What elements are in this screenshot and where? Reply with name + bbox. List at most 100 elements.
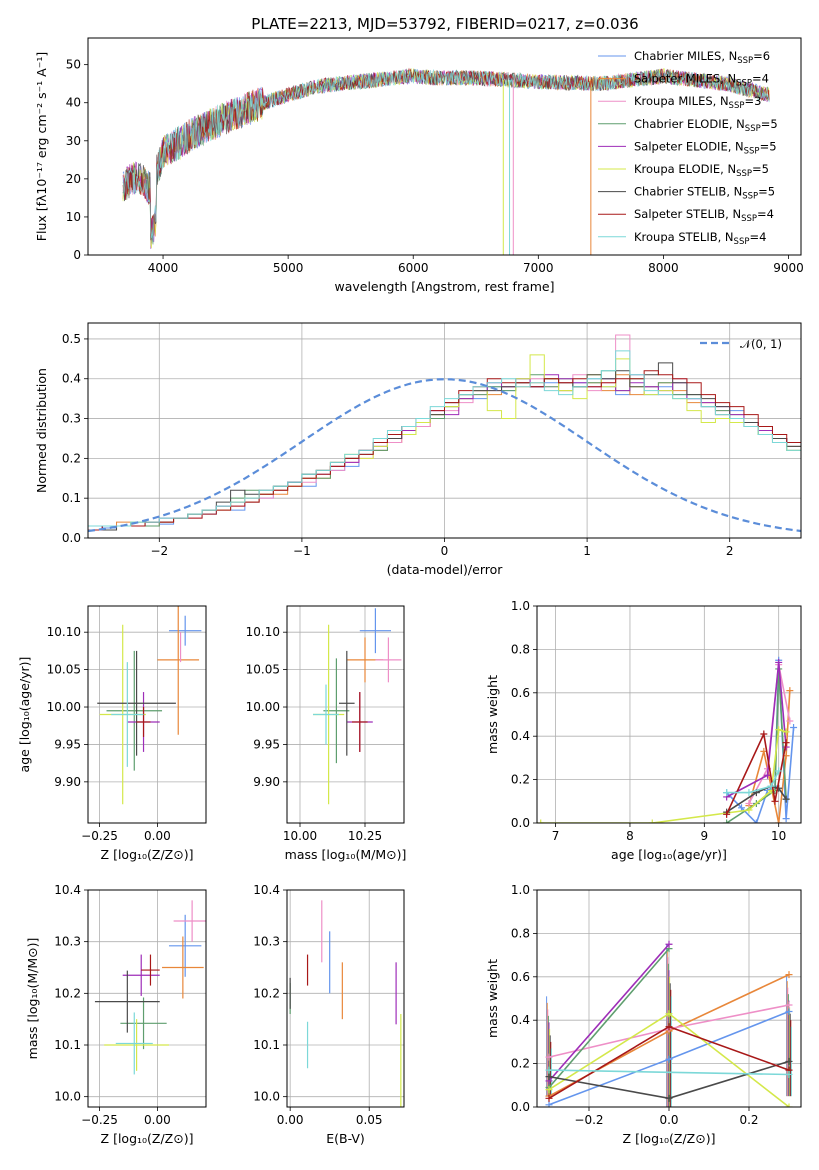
- legend-label: Chabrier ELODIE, NSSP=5: [634, 117, 778, 134]
- histogram-step: [88, 374, 801, 538]
- x-tick-label: −2: [150, 544, 168, 558]
- histogram-step: [88, 370, 801, 538]
- x-axis-label: E(B-V): [326, 1131, 365, 1146]
- x-tick-label: −0.2: [574, 1113, 603, 1127]
- x-tick-label: 5000: [273, 261, 304, 275]
- weight-line: [726, 662, 787, 798]
- weight-marker: [790, 724, 798, 732]
- normal-curve: [88, 378, 801, 533]
- legend-label: Salpeter MILES, NSSP=4: [634, 72, 769, 89]
- x-axis-label: Z [log₁₀(Z/Z⊙)]: [623, 1131, 716, 1146]
- weight-marker: [745, 806, 753, 814]
- y-tick-label: 0.1: [62, 491, 81, 505]
- x-tick-label: 0.00: [144, 1113, 171, 1127]
- weight-marker: [745, 789, 753, 797]
- legend-subscript: SSP: [737, 56, 753, 66]
- weight-marker: [771, 797, 779, 805]
- y-tick-label: 9.90: [54, 775, 81, 789]
- y-tick-label: 9.95: [253, 737, 280, 751]
- legend-label: Kroupa ELODIE, NSSP=5: [634, 162, 769, 179]
- y-tick-label: 10.3: [54, 935, 81, 949]
- y-tick-label: 10: [66, 210, 81, 224]
- weight-marker: [745, 799, 753, 807]
- weight-marker: [775, 767, 783, 775]
- weight-marker: [782, 815, 790, 823]
- weight-marker: [665, 940, 673, 948]
- weight-marker: [545, 1094, 553, 1102]
- age-vs-mass-panel: 10.00 10.25 9.90 9.95 10.00 10.05 10.10 mass [l…: [246, 605, 406, 862]
- weight-line: [548, 943, 670, 1082]
- weight-marker: [786, 717, 794, 725]
- weight-line: [748, 690, 791, 823]
- weight-marker: [537, 819, 545, 823]
- weight-marker: [665, 1010, 673, 1018]
- x-tick-label: 8000: [648, 261, 679, 275]
- histogram-step: [88, 350, 801, 538]
- x-axis-label: wavelength [Angstrom, rest frame]: [334, 279, 554, 294]
- weight-marker: [760, 730, 768, 738]
- y-tick-label: 30: [66, 134, 81, 148]
- y-tick-label: 10.4: [54, 883, 81, 897]
- y-tick-label: 10.00: [47, 700, 81, 714]
- legend-tail: =4: [757, 207, 774, 221]
- spectrum-panel: 4000 5000 6000 7000 8000 9000 0 10 20 30 40 50 wavel…: [34, 37, 804, 294]
- histogram-step: [88, 374, 801, 538]
- weight-marker: [785, 971, 793, 979]
- x-tick-label: 7: [552, 829, 560, 843]
- y-tick-label: 0: [73, 248, 81, 262]
- legend-label: Salpeter STELIB, NSSP=4: [634, 207, 774, 224]
- weight-marker: [785, 1070, 793, 1078]
- y-tick-label: 9.95: [54, 737, 81, 751]
- plot-area: [122, 67, 770, 255]
- y-tick-label: 10.1: [54, 1038, 81, 1052]
- weight-marker: [723, 810, 731, 818]
- y-tick-label: 10.1: [253, 1038, 280, 1052]
- y-axis-label: age [log₁₀(age/yr)]: [17, 657, 32, 773]
- legend-label: Salpeter ELODIE, NSSP=5: [634, 139, 777, 156]
- axes-frame: [286, 605, 405, 824]
- plot-area: [537, 656, 798, 823]
- y-tick-label: 0.0: [511, 1100, 530, 1114]
- y-tick-label: 0.8: [511, 926, 530, 940]
- x-tick-label: −0.25: [81, 1113, 118, 1127]
- weight-line: [725, 731, 787, 815]
- axes-frame: [536, 605, 802, 824]
- legend-tail: =4: [752, 72, 769, 86]
- weight-marker: [782, 795, 790, 803]
- legend-subscript: SSP: [741, 214, 757, 224]
- y-tick-label: 40: [66, 96, 81, 110]
- legend-tail: =3: [744, 94, 761, 108]
- weight-marker: [785, 1001, 793, 1009]
- x-tick-label: 7000: [523, 261, 554, 275]
- y-tick-label: 1.0: [511, 599, 530, 613]
- y-tick-label: 0.2: [62, 451, 81, 465]
- x-tick-label: 2: [726, 544, 734, 558]
- x-tick-label: 0.2: [739, 1113, 758, 1127]
- x-tick-label: 10: [771, 829, 786, 843]
- y-tick-label: 0.4: [511, 1013, 530, 1027]
- weight-marker: [785, 1057, 793, 1065]
- axes-frame: [536, 889, 802, 1108]
- legend-subscript: SSP: [742, 192, 758, 202]
- weight-marker: [752, 819, 760, 823]
- weight-marker: [545, 1066, 553, 1074]
- y-tick-label: 10.0: [253, 1090, 280, 1104]
- x-tick-label: −0.25: [81, 829, 118, 843]
- legend-subscript: SSP: [745, 124, 761, 134]
- weight-marker: [785, 1008, 793, 1016]
- y-tick-label: 20: [66, 172, 81, 186]
- plot-area: [97, 606, 202, 805]
- weight-marker: [723, 819, 731, 823]
- weight-marker: [782, 739, 790, 747]
- x-axis-label: Z [log₁₀(Z/Z⊙)]: [101, 847, 194, 862]
- x-tick-label: 9000: [773, 261, 804, 275]
- legend-tail: =5: [761, 117, 778, 131]
- weight-marker: [723, 789, 731, 797]
- x-axis-label: (data-model)/error: [387, 562, 504, 577]
- x-tick-label: 0.0: [659, 1113, 678, 1127]
- plot-area: [289, 900, 402, 1107]
- y-tick-label: 0.6: [511, 686, 530, 700]
- y-tick-label: 0.8: [511, 642, 530, 656]
- y-tick-label: 9.90: [253, 775, 280, 789]
